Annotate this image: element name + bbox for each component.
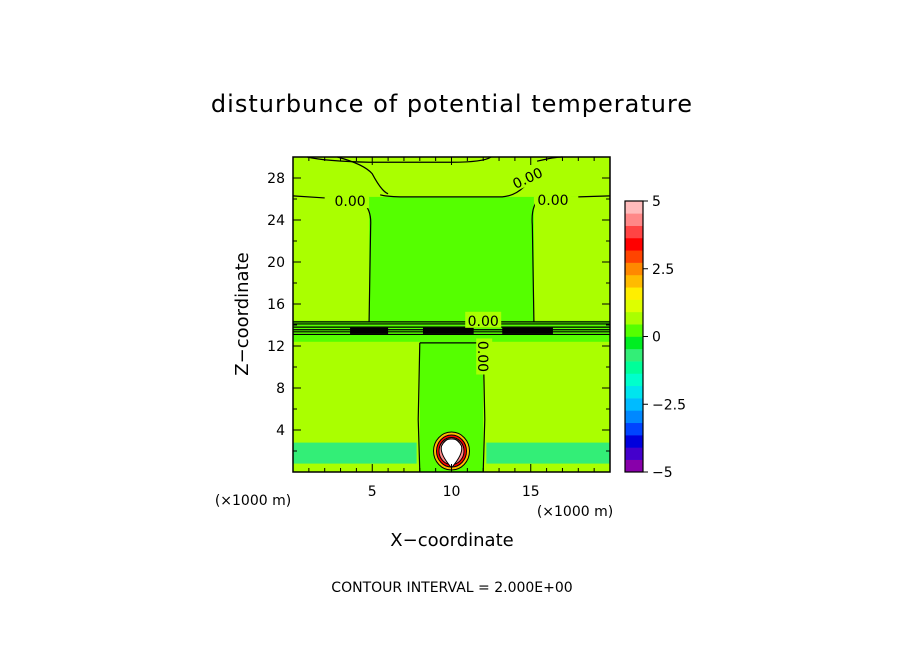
y-tick-label: 4 <box>276 423 285 439</box>
contour-label-group: 0.00 <box>474 338 493 375</box>
y-axis-label: Z−coordinate <box>232 252 253 375</box>
contour-label-group: 0.00 <box>534 191 571 209</box>
region-near-surface-right <box>486 442 610 464</box>
y-tick-label: 12 <box>267 339 285 355</box>
colorbar-tick-label: 2.5 <box>652 262 674 278</box>
y-unit-label: (×1000 m) <box>215 493 291 509</box>
x-tick-label: 10 <box>443 484 461 500</box>
contour-label-bg <box>332 192 369 209</box>
region-upper-right-column <box>533 196 610 321</box>
y-tick-label: 20 <box>267 255 285 271</box>
contour-cluster <box>502 327 553 334</box>
colorbar-tick-label: −2.5 <box>652 397 686 413</box>
x-tick-label: 5 <box>368 484 377 500</box>
y-tick-label: 8 <box>276 381 285 397</box>
chart-title: disturbunce of potential temperature <box>211 90 693 118</box>
x-tick-label: 15 <box>522 484 540 500</box>
colorbar-tick-label: 0 <box>652 330 661 346</box>
zero-contour-top-inner <box>380 185 525 198</box>
contour-label: 0.00 <box>334 194 365 210</box>
region-upper-left-column <box>293 196 370 321</box>
colorbar-cell <box>625 459 643 473</box>
colorbar-cell <box>625 361 643 374</box>
colorbar-cell <box>625 299 643 313</box>
warm-bubble-core <box>440 438 463 469</box>
contour-cluster <box>350 327 389 334</box>
contour-label-bg <box>476 338 493 375</box>
contour-label-bg <box>465 311 502 328</box>
colorbar-cell <box>625 348 643 362</box>
colorbar-cell <box>625 201 643 214</box>
colorbar-cell <box>625 398 643 411</box>
contour-top-edge <box>307 156 492 163</box>
colorbar-cell <box>625 336 643 350</box>
colorbar-cell <box>625 262 643 276</box>
colorbar-cell <box>625 385 643 399</box>
contour-label: 0.00 <box>474 341 490 372</box>
colorbar-cell <box>625 422 643 436</box>
y-tick-label: 24 <box>267 213 285 229</box>
colorbar-cell <box>625 373 643 387</box>
x-unit-label: (×1000 m) <box>537 504 613 520</box>
colorbar-cell <box>625 225 643 239</box>
colorbar-cell <box>625 410 643 424</box>
colorbar: 5 2.5 0 −2.5 −5 <box>624 194 686 481</box>
colorbar-cell <box>625 213 643 226</box>
contour-label-group: 0.00 <box>465 311 502 330</box>
colorbar-cell <box>625 324 643 337</box>
colorbar-cell <box>625 287 643 300</box>
colorbar-cell <box>625 311 643 325</box>
contour-cluster <box>422 327 474 334</box>
colorbar-tick-label: 5 <box>652 194 661 210</box>
colorbar-cell <box>625 447 643 460</box>
contour-label-bg <box>534 191 571 208</box>
colorbar-cell <box>625 274 643 288</box>
region-near-surface-left <box>293 442 417 464</box>
colorbar-cell <box>625 250 643 263</box>
contour-label: 0.00 <box>537 193 568 209</box>
y-tick-label: 16 <box>267 297 285 313</box>
contour-label: 0.00 <box>468 314 499 330</box>
contour-label-bg <box>507 162 547 192</box>
y-tick-label: 28 <box>267 171 285 187</box>
x-axis-label: X−coordinate <box>390 530 513 551</box>
contour-interval-text: CONTOUR INTERVAL = 2.000E+00 <box>331 580 572 596</box>
colorbar-tick-label: −5 <box>652 465 673 481</box>
contour-label-group: 0.00 <box>332 192 369 210</box>
colorbar-cell <box>625 237 643 251</box>
colorbar-cell <box>625 435 643 448</box>
zero-contour-lower-left <box>417 342 421 473</box>
